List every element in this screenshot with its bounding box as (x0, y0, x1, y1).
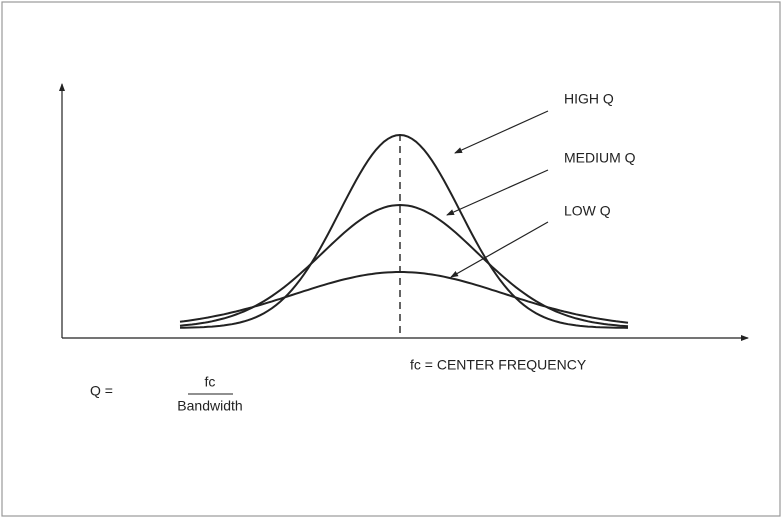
high-q-label: HIGH Q (564, 91, 614, 107)
medium-q-label: MEDIUM Q (564, 150, 636, 166)
high-q-curve (179, 133, 629, 329)
formula-denominator: Bandwidth (177, 398, 242, 414)
center-frequency-label: fc = CENTER FREQUENCY (410, 357, 587, 373)
formula-lhs: Q = (90, 383, 113, 399)
formula-numerator: fc (205, 374, 216, 390)
low-q-label: LOW Q (564, 203, 611, 219)
medium-q-arrow (446, 169, 549, 216)
low-q-arrow (450, 221, 549, 278)
low-q-curve (179, 271, 629, 324)
high-q-arrow (454, 110, 549, 154)
